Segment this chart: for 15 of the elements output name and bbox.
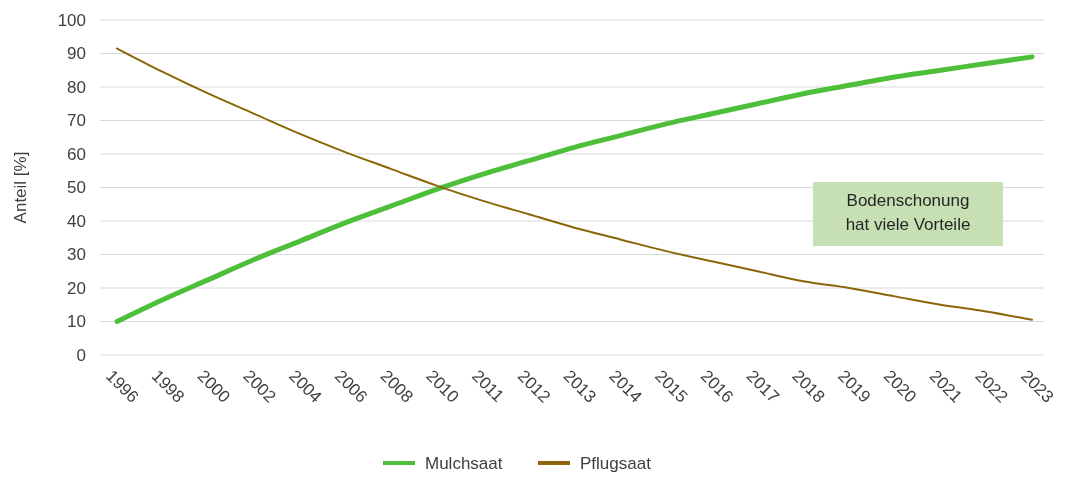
annotation: Bodenschonung hat viele Vorteile [845, 191, 971, 234]
y-tick-label: 50 [67, 178, 86, 198]
y-tick-label: 40 [67, 211, 86, 231]
y-tick-label: 30 [67, 245, 86, 265]
y-tick-label: 20 [67, 278, 86, 298]
y-tick-label: 60 [67, 144, 86, 164]
legend-label: Mulchsaat [425, 453, 503, 473]
y-tick-label: 70 [67, 111, 86, 131]
y-tick-label: 80 [67, 77, 86, 97]
legend-label: Pflugsaat [580, 453, 652, 473]
y-tick-label: 100 [57, 10, 86, 30]
y-axis-title: Anteil [%] [11, 151, 30, 224]
y-tick-label: 90 [67, 44, 86, 64]
y-tick-label: 10 [67, 312, 86, 332]
y-tick-label: 0 [76, 345, 86, 365]
